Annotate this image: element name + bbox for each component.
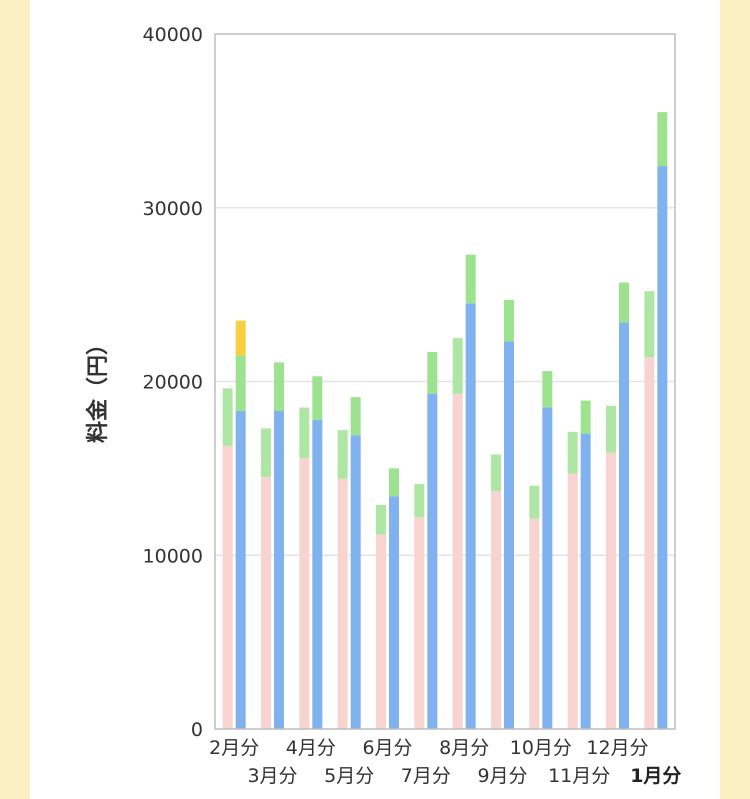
bar-segment (465, 303, 476, 729)
bars (222, 112, 668, 730)
y-tick-label: 0 (191, 719, 203, 741)
x-tick-label: 10月分 (510, 737, 572, 759)
bar-segment (222, 445, 233, 729)
bar-segment (580, 400, 591, 434)
y-tick-label: 40000 (143, 24, 203, 46)
stacked-bar-chart: 0 10000 20000 30000 40000 2月分 3月分 4月分 5月分 6月分 7月分… (85, 24, 681, 787)
x-tick-label: 5月分 (324, 765, 374, 787)
bar-segment (350, 435, 361, 729)
bar-segment (235, 320, 246, 356)
bar-segment (274, 411, 284, 729)
x-tick-label: 9月分 (477, 765, 527, 787)
bar-segment (567, 431, 578, 474)
bar-segment (606, 452, 616, 729)
bar-segment (337, 478, 348, 729)
bar-segment (337, 430, 348, 479)
bar-segment (606, 405, 616, 453)
bar-segment (465, 254, 476, 304)
bar-segment (427, 351, 438, 394)
y-axis-ticks: 0 10000 20000 30000 40000 (143, 24, 203, 741)
bar-segment (580, 433, 591, 729)
x-tick-label: 7月分 (401, 765, 451, 787)
bar-segment (529, 518, 540, 729)
x-tick-label: 4月分 (286, 737, 336, 759)
bar-segment (491, 454, 501, 491)
bar-segment (504, 341, 514, 729)
bar-segment (389, 468, 399, 497)
chart-panel: 0 10000 20000 30000 40000 2月分 3月分 4月分 5月分 6月分 7月分… (30, 0, 720, 799)
y-tick-label: 10000 (143, 545, 203, 567)
x-tick-label: 12月分 (586, 737, 648, 759)
bar-segment (644, 291, 655, 358)
bar-segment (261, 477, 271, 729)
bar-segment (414, 517, 425, 729)
x-tick-label: 2月分 (209, 737, 259, 759)
bar-segment (222, 388, 233, 446)
bar-segment (452, 393, 463, 729)
x-tick-label: 6月分 (362, 737, 412, 759)
bar-segment (491, 490, 501, 729)
bar-segment (529, 485, 540, 519)
y-tick-label: 20000 (143, 372, 203, 394)
bar-segment (299, 457, 310, 729)
bar-segment (312, 376, 323, 420)
bar-segment (376, 534, 386, 729)
bar-segment (235, 411, 246, 729)
bar-segment (504, 299, 514, 342)
gridlines (215, 207, 675, 556)
plot-frame (214, 33, 676, 730)
x-tick-label: 11月分 (548, 765, 610, 787)
bar-segment (376, 504, 386, 535)
bar-segment (657, 112, 668, 167)
bar-segment (427, 393, 438, 729)
bar-segment (299, 407, 310, 458)
bar-segment (657, 166, 668, 730)
bar-segment (235, 355, 246, 412)
bar-segment (274, 362, 284, 412)
bar-segment (619, 282, 629, 323)
bar-segment (261, 428, 271, 478)
x-tick-label: 1月分 (630, 765, 681, 787)
bar-segment (644, 357, 655, 729)
bar-segment (414, 484, 425, 518)
x-axis-ticks: 2月分 3月分 4月分 5月分 6月分 7月分 8月分 9月分 10月分 11月分 12月分 1月分 (209, 737, 681, 787)
y-axis-label: 料金（円） (85, 333, 111, 443)
y-tick-label: 30000 (143, 198, 203, 220)
bar-segment (542, 371, 553, 408)
bar-segment (452, 338, 463, 394)
x-tick-label: 3月分 (247, 765, 297, 787)
bar-segment (619, 322, 629, 729)
bar-segment (542, 407, 553, 729)
bar-segment (312, 419, 323, 729)
bar-segment (350, 397, 361, 436)
x-tick-label: 8月分 (439, 737, 489, 759)
bar-segment (389, 496, 399, 729)
bar-segment (567, 473, 578, 729)
